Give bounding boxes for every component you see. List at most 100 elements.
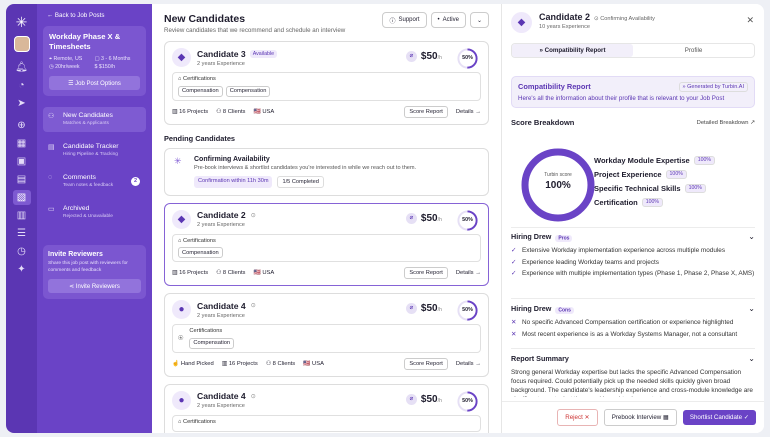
job-post-options-button[interactable]: ☰ Job Post Options [49,76,140,90]
pending-title: Pending Candidates [164,133,236,143]
check-icon: ✓ [511,258,517,266]
x-icon: ✕ [511,319,517,326]
project-hours: ◷ 20hr/week [49,64,80,70]
grid-icon[interactable]: ▦ [16,138,27,149]
cons-section-header[interactable]: Hiring Drew Cons ⌄ [511,304,755,314]
project-title: Workday Phase X & Timesheets [49,32,121,51]
bell-icon[interactable]: 🔔︎ [15,61,28,73]
plus-icon[interactable]: ⊕ [17,120,26,131]
certifications-label: ⌂ Certifications [178,76,216,82]
match-gauge: 50% [456,299,479,322]
rate-unit: /h [437,307,442,313]
gauge-fill [457,209,478,231]
gauge-fill [457,300,478,321]
country: 🇺🇸︎ USA [303,360,324,367]
sliders-icon[interactable]: ☰ [17,228,26,239]
icon-rail: ✳ 🔔︎ ◔ ➤ ⊕ ▦ ▣ ▤ ▧ ▥ ☰ ◷ ✦ [6,4,37,433]
back-link[interactable]: ← Back to Job Posts [47,12,105,19]
action-bar: Reject ✕ Prebook Interview ▦ Shortlist C… [502,401,764,433]
score-breakdown-list: Workday Module Expertise 100% Project Exp… [594,153,716,209]
chevron-down-icon: ⌄ [748,354,755,363]
pending-icon: ⊙ [250,212,256,219]
shortlist-candidate-button[interactable]: Shortlist Candidate ✓ [682,410,756,425]
candidate-card[interactable]: ● Candidate 4 ⊙ 2 years Experience ⌀ $50/h 5… [164,383,489,433]
chat-icon[interactable]: ◔ [18,79,25,91]
details-link[interactable]: Details → [455,108,481,115]
score-report-button[interactable]: Score Report [404,267,448,279]
clients-count: ⚇ 8 Clients [216,108,246,115]
cert-chip: Compensation [178,85,223,97]
pending-card: ✳ Confirming Availability Pre-book interv… [164,147,489,196]
rate-unit: /h [437,55,442,61]
detailed-breakdown-link[interactable]: Detailed Breakdown ↗ [696,119,755,126]
score-row: Specific Technical Skills 100% [594,181,715,195]
cert-chip: Compensation [178,247,223,258]
details-link[interactable]: Details → [455,360,481,367]
candidate-experience: 2 years Experience [197,222,245,228]
country: 🇺🇸︎ USA [253,108,275,115]
sidebar: ← Back to Job Posts Workday Phase X & Ti… [37,4,152,433]
rate-icon: ⌀ [405,51,417,62]
badge-icon[interactable]: ✦ [17,264,26,275]
timer-icon[interactable]: ◷ [17,246,26,257]
prebook-interview-button[interactable]: Prebook Interview ▦ [603,409,677,426]
certifications-label: ⌂ Certifications [178,237,216,244]
pending-card-title: Confirming Availability [194,155,270,163]
logo-icon[interactable]: ✳ [15,14,28,30]
rate-icon: ⌀ [405,303,417,314]
candidate-name: Candidate 2 [197,210,246,220]
calendar-icon[interactable]: ▤ [16,174,27,185]
sidebar-item-new-candidates[interactable]: ⚇ New Candidates Matches & Applicants [43,107,146,132]
pros-section-header[interactable]: Hiring Drew Pros ⌄ [511,232,755,242]
briefcase-icon[interactable]: ▣ [16,156,27,167]
cons-list: ✕ No specific Advanced Compensation certi… [511,319,738,338]
certificate-icon: ⍟ [178,332,184,343]
report-scroll[interactable]: Compatibility Report » Generated by Turbi… [511,72,755,397]
spinner-icon: ✳ [174,155,182,166]
active-filter[interactable]: • Active [430,12,466,28]
back-link-label: Back to Job Posts [54,12,105,19]
match-gauge: 50% [456,209,479,232]
support-button[interactable]: ⓘ Support [382,12,427,28]
invite-reviewers-button[interactable]: ⋖ Invite Reviewers [48,279,141,293]
gauge-fill [457,390,478,412]
score-report-button[interactable]: Score Report [404,357,448,370]
chevron-down-icon: ⌄ [748,232,755,241]
candidate-experience: 2 years Experience [197,403,245,409]
invite-desc: Share this job post with reviewers for c… [48,261,128,273]
candidate-name: Candidate 4 [197,391,246,401]
avatar[interactable] [13,36,30,52]
candidate-card[interactable]: ● Candidate 4 ⊙ 2 years Experience ⌀ $50/h 5… [164,293,489,377]
send-icon[interactable]: ➤ [17,97,26,109]
x-icon: ✕ [511,330,517,338]
chevron-down-icon[interactable]: ⌄ [469,12,489,28]
sidebar-item-archived[interactable]: ▭ Archived Rejected & Unavailable [48,205,113,219]
close-icon[interactable]: ✕ [746,15,754,25]
tracker-icon: ▤ [48,144,55,151]
tab-compatibility-report[interactable]: » Compatibility Report [512,44,633,57]
banner-title: Compatibility Report [518,82,591,91]
clients-count: ⚇ 8 Clients [265,360,296,367]
projects-count: ▥ 16 Projects [221,360,258,367]
fox-avatar-icon: ◆ [172,209,191,229]
candidate-card[interactable]: ◆ Candidate 3 Available 2 years Experience … [164,41,489,125]
check-icon: ✓ [511,247,517,254]
reject-button[interactable]: Reject ✕ [557,409,598,426]
pending-card-desc: Pre-book interviews & shortlist candidat… [194,164,417,171]
sidebar-item-comments[interactable]: ◌ Comments Team notes & feedback 2 [43,169,146,194]
score-breakdown-title: Score Breakdown [511,118,575,127]
panda-avatar-icon: ● [172,390,191,410]
tab-profile[interactable]: Profile [684,47,703,54]
building-icon[interactable]: ▥ [16,210,27,221]
project-duration: ▢ 3 - 6 Months [94,56,131,62]
summary-section-header[interactable]: Report Summary ⌄ [511,354,755,363]
candidate-card[interactable]: ◆ Candidate 2 ⊙ 2 years Experience ⌀ $50/h 5… [164,202,489,286]
rate-unit: /h [437,216,442,223]
details-link[interactable]: Details → [455,270,481,276]
document-icon[interactable]: ▧ [12,190,31,205]
rate-icon: ⌀ [405,393,417,405]
score-report-button[interactable]: Score Report [404,105,448,118]
panda-avatar-icon: ● [172,300,191,319]
project-rate: $ $150/h [94,64,116,70]
sidebar-item-candidate-tracker[interactable]: ▤ Candidate Tracker Hiring Pipeline & Trac… [48,143,119,157]
